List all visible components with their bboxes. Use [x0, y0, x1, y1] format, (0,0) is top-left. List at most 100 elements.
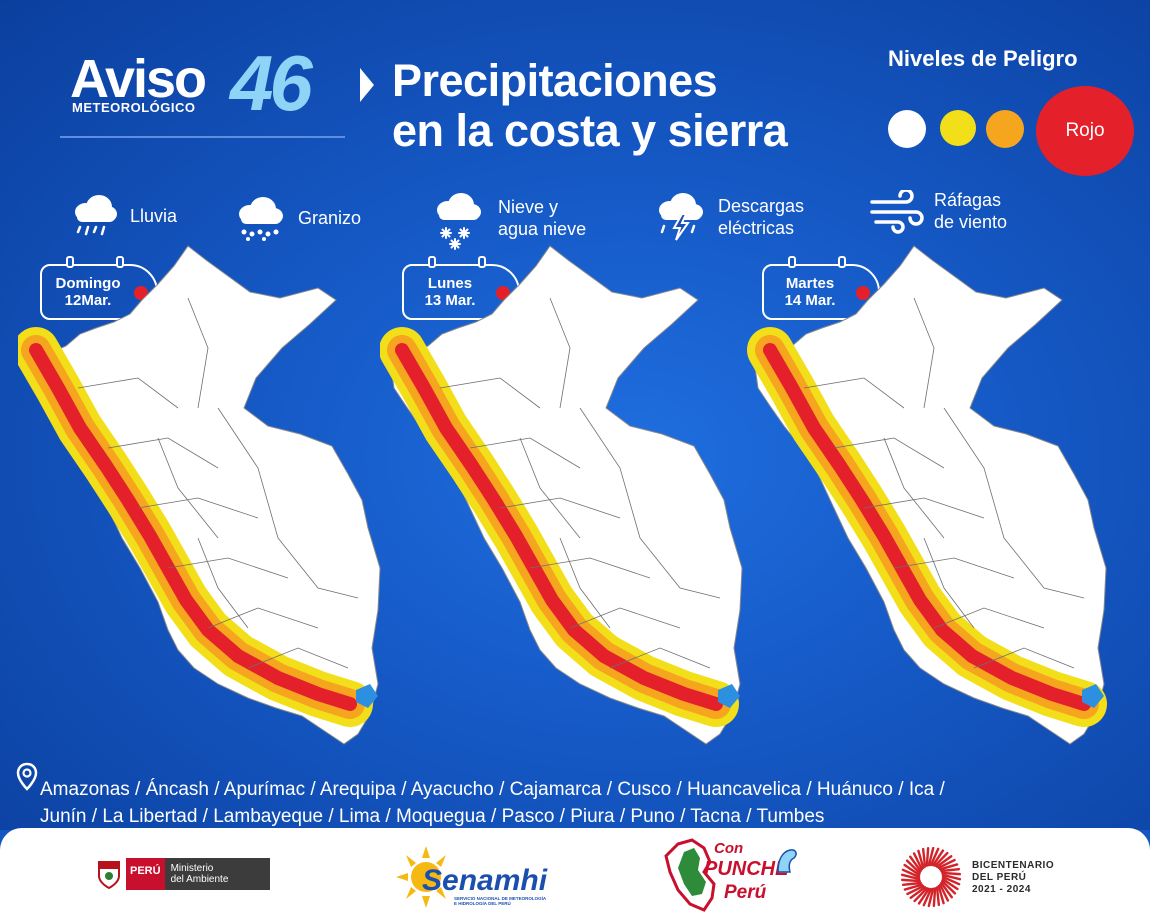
emblem-ray: [912, 852, 924, 871]
day-name: Lunes: [427, 275, 473, 292]
emblem-ray: [941, 877, 959, 891]
department-border: [167, 557, 289, 579]
affected-regions: Amazonas / Áncash / Apurímac / Arequipa …: [40, 776, 1130, 830]
department-border: [277, 537, 359, 599]
department-border: [943, 407, 1005, 539]
department-border: [197, 537, 249, 629]
bicentenario-emblem-icon: [900, 846, 962, 908]
sun-icon: [396, 846, 446, 908]
location-pin-icon: [16, 762, 38, 791]
senamhi-sub-line-1: SERVICIO NACIONAL DE METEOROLOGÍA: [454, 896, 547, 901]
department-border: [439, 377, 541, 409]
day-label: Lunes 13 Mar.: [402, 275, 498, 310]
legend-descargas-line-2: eléctricas: [718, 218, 795, 238]
emblem-ray: [937, 884, 945, 905]
bicentenario-line-2: DEL PERÚ: [972, 872, 1027, 883]
hazard-band-red: [763, 343, 1091, 711]
emblem-ray: [938, 883, 950, 902]
emblem-ray: [901, 868, 921, 879]
emblem-ray: [909, 855, 922, 873]
emblem-ray: [903, 883, 924, 891]
emblem-ray: [940, 867, 961, 873]
emblem-ray: [906, 884, 925, 896]
red-alert-dot: [134, 286, 148, 300]
emblem-ray: [941, 875, 961, 886]
emblem-ray: [937, 858, 956, 870]
bicentenario-years: 2021 - 2024: [972, 884, 1031, 895]
peru-outline: [753, 245, 1107, 745]
lake-titicaca: [1082, 684, 1104, 708]
ministerio-label: Ministerio del Ambiente: [164, 858, 271, 890]
legend-nieve-label: Nieve y agua nieve: [498, 197, 586, 240]
peru-outline: [27, 245, 381, 745]
peru-map-domingo: [18, 245, 381, 745]
calendar-ring-icon: [478, 256, 486, 268]
emblem-ray: [901, 881, 922, 887]
legend-lluvia-label: Lluvia: [130, 206, 178, 227]
day-date: 14 Mar.: [784, 292, 836, 310]
snow-cloud-icon: [437, 193, 481, 250]
department-border: [559, 537, 611, 629]
aviso-number: 46: [230, 39, 313, 127]
hazard-band-red: [395, 343, 723, 711]
meteorologico-label: METEOROLÓGICO: [72, 100, 196, 115]
department-border: [973, 647, 1075, 669]
legend-rafagas: Ráfagas de viento: [870, 190, 1007, 234]
level-red-badge: Rojo: [1036, 86, 1134, 176]
legend-granizo-label: Granizo: [298, 208, 362, 229]
day-name: Domingo: [55, 275, 121, 292]
emblem-ray: [900, 878, 921, 883]
legend-rafagas-line-2: de viento: [934, 212, 1008, 232]
department-border: [933, 607, 1045, 629]
bicentenario-line-1: BICENTENARIO: [972, 860, 1055, 871]
legend-descargas-label: Descargas eléctricas: [718, 196, 804, 239]
regions-line-1: Amazonas / Áncash / Apurímac / Arequipa …: [40, 779, 945, 800]
emblem-ray: [935, 855, 953, 868]
day-label: Martes 14 Mar.: [762, 275, 858, 310]
emblem-ray: [900, 873, 921, 881]
level-white-dot: [888, 110, 926, 148]
department-border: [579, 407, 641, 539]
department-border: [883, 437, 945, 539]
con-punche-peru-logo: Con PUNCHE Perú: [664, 832, 804, 918]
department-border: [1003, 537, 1085, 599]
emblem-ray: [905, 859, 921, 875]
senamhi-wordmark: Senamhi: [422, 864, 548, 897]
danger-levels-title: Niveles de Peligro: [888, 46, 1078, 71]
peru-outline: [389, 245, 743, 745]
peru-shield-icon: [98, 861, 120, 890]
department-border: [893, 557, 1015, 579]
legend-granizo: Granizo: [232, 194, 361, 244]
wind-icon: [870, 190, 924, 234]
ministerio-line-1: Ministerio: [170, 863, 214, 874]
emblem-ray: [938, 863, 959, 871]
day-date: 13 Mar.: [424, 292, 476, 310]
department-border: [863, 497, 985, 519]
legend-nieve-line-2: agua nieve: [498, 219, 587, 239]
hail-cloud-icon: [239, 197, 283, 241]
department-border: [217, 407, 279, 539]
aviso-title: Aviso: [70, 49, 207, 109]
department-border: [569, 607, 681, 629]
department-border: [187, 297, 209, 409]
title-divider: [60, 136, 345, 138]
emblem-ray: [917, 887, 931, 905]
emblem-ray: [932, 887, 937, 908]
emblem-ray: [933, 851, 949, 867]
day-badge-domingo: Domingo 12Mar.: [40, 256, 158, 320]
peru-map-lunes: [380, 245, 743, 745]
emblem-ray: [929, 847, 940, 867]
lake-titicaca: [718, 684, 740, 708]
department-border: [469, 437, 581, 469]
bicentenario-text: BICENTENARIO DEL PERÚ 2021 - 2024: [972, 860, 1054, 896]
day-date: 12Mar.: [64, 292, 112, 310]
red-alert-dot: [856, 286, 870, 300]
lake-titicaca: [356, 684, 378, 708]
level-orange-dot: [986, 110, 1024, 148]
department-border: [609, 647, 711, 669]
minam-logo: PERÚ Ministerio del Ambiente: [96, 858, 271, 890]
legend-descargas-line-1: Descargas: [718, 196, 805, 217]
emblem-ray: [909, 886, 927, 899]
emblem-ray: [922, 887, 933, 907]
senamhi-subtitle: SERVICIO NACIONAL DE METEOROLOGÍA E HIDRO…: [454, 896, 546, 906]
